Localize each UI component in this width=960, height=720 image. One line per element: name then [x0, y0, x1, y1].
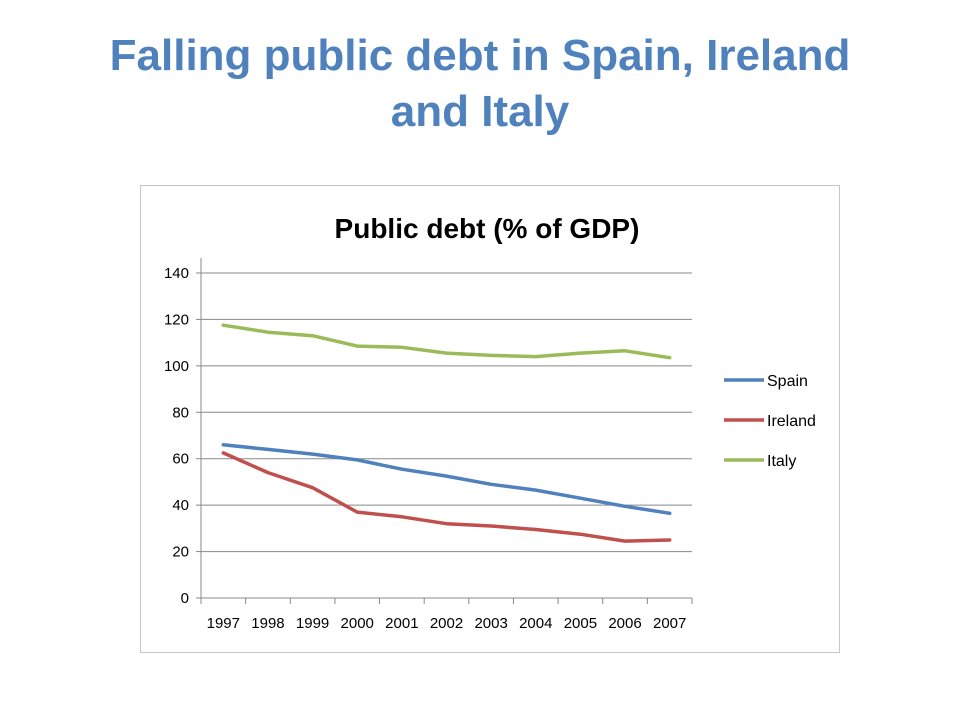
y-tick-label: 120 — [164, 311, 189, 328]
x-tick-label: 2000 — [341, 615, 374, 632]
x-tick-label: 1997 — [207, 615, 240, 632]
slide-title-line-2: and Italy — [390, 87, 570, 136]
series-line-ireland — [221, 451, 672, 543]
x-tick-label: 2002 — [430, 615, 463, 632]
legend-label-spain: Spain — [767, 373, 808, 390]
public-debt-line-chart: Public debt (% of GDP) 0 20 40 60 80 100 120 14… — [164, 213, 816, 632]
y-tick-label: 60 — [172, 451, 189, 468]
slide-title-line-1: Falling public debt in Spain, Ireland — [109, 31, 851, 80]
y-tick-label: 80 — [172, 404, 189, 421]
x-tick-label: 2005 — [564, 615, 597, 632]
y-tick-label: 140 — [164, 265, 189, 282]
y-tick-label: 40 — [172, 497, 189, 514]
axes: 0 20 40 60 80 100 120 140 1997 1998 1999 2000 2001 20… — [164, 258, 693, 632]
y-tick-label: 0 — [181, 590, 189, 607]
chart-title: Public debt (% of GDP) — [335, 213, 640, 244]
legend-label-ireland: Ireland — [767, 413, 816, 430]
series-lines — [221, 323, 672, 543]
y-tick-label: 100 — [164, 358, 189, 375]
grid-lines — [201, 272, 692, 553]
legend: Spain Ireland Italy — [724, 373, 816, 470]
legend-label-italy: Italy — [767, 453, 796, 470]
x-tick-label: 2007 — [653, 615, 686, 632]
x-tick-label: 2004 — [519, 615, 552, 632]
series-line-italy — [221, 323, 672, 360]
y-tick-label: 20 — [172, 544, 189, 561]
chart-frame: Public debt (% of GDP) 0 20 40 60 80 100 120 14… — [140, 185, 840, 653]
series-line-spain — [221, 443, 672, 516]
slide-title: Falling public debt in Spain, Ireland an… — [0, 28, 960, 140]
x-tick-label: 2003 — [474, 615, 507, 632]
x-tick-label: 1998 — [251, 615, 284, 632]
x-tick-label: 1999 — [296, 615, 329, 632]
x-tick-label: 2006 — [608, 615, 641, 632]
x-tick-label: 2001 — [385, 615, 418, 632]
